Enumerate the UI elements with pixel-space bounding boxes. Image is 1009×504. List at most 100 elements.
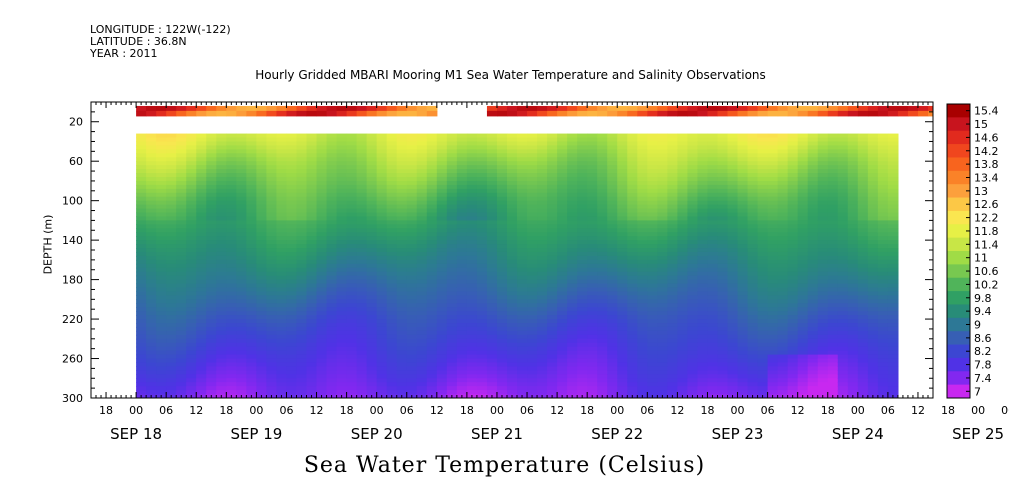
- temperature-cell: [196, 358, 207, 364]
- temperature-cell: [527, 157, 538, 162]
- temperature-cell: [486, 251, 498, 257]
- temperature-cell: [567, 192, 578, 198]
- temperature-cell: [166, 323, 177, 328]
- temperature-cell: [687, 184, 699, 190]
- temperature-cell: [817, 382, 829, 387]
- temperature-cell: [597, 240, 608, 245]
- temperature-cell: [687, 346, 699, 352]
- temperature-cell: [226, 180, 237, 186]
- temperature-cell: [557, 303, 568, 308]
- temperature-cell: [146, 228, 157, 233]
- temperature-cell: [587, 299, 598, 304]
- temperature-cell: [547, 212, 558, 218]
- temperature-cell: [246, 165, 257, 170]
- temperature-cell: [837, 216, 849, 221]
- temperature-cell: [366, 196, 378, 202]
- temperature-cell: [136, 192, 147, 198]
- temperature-cell: [336, 366, 348, 371]
- temperature-cell: [246, 173, 257, 178]
- temperature-cell: [146, 342, 157, 348]
- temperature-cell: [817, 287, 829, 293]
- temperature-cell: [677, 323, 689, 328]
- temperature-cell: [196, 362, 207, 368]
- temperature-cell: [817, 358, 829, 364]
- temperature-cell: [466, 228, 478, 233]
- temperature-cell: [847, 263, 859, 269]
- temperature-cell: [627, 204, 638, 210]
- temperature-cell: [797, 188, 809, 194]
- temperature-cell: [707, 244, 719, 249]
- temperature-cell: [236, 271, 247, 277]
- temperature-cell: [707, 283, 719, 289]
- temperature-cell: [657, 153, 668, 158]
- temperature-cell: [326, 149, 338, 154]
- temperature-cell: [136, 188, 147, 194]
- temperature-cell: [186, 287, 197, 293]
- temperature-cell: [687, 145, 699, 150]
- temperature-cell: [557, 176, 568, 182]
- temperature-cell: [597, 307, 608, 312]
- temperature-cell: [366, 291, 378, 296]
- temperature-cell: [356, 232, 368, 237]
- temperature-cell: [587, 303, 598, 308]
- temperature-cell: [737, 236, 749, 241]
- temperature-cell: [627, 145, 638, 150]
- temperature-cell: [206, 157, 217, 162]
- temperature-cell: [356, 338, 368, 344]
- temperature-cell: [336, 236, 348, 241]
- temperature-cell: [506, 295, 518, 300]
- temperature-cell: [326, 267, 338, 273]
- temperature-cell: [336, 342, 348, 348]
- temperature-cell: [246, 192, 257, 198]
- temperature-cell: [266, 165, 278, 170]
- temperature-cell: [396, 330, 408, 336]
- temperature-cell: [567, 346, 578, 352]
- temperature-cell: [276, 173, 288, 178]
- temperature-cell: [446, 176, 458, 182]
- temperature-cell: [587, 366, 598, 371]
- temperature-cell: [817, 251, 829, 257]
- temperature-cell: [336, 153, 348, 158]
- temperature-cell: [797, 196, 809, 202]
- temperature-cell: [226, 200, 237, 206]
- temperature-cell: [136, 295, 147, 300]
- temperature-cell: [877, 232, 889, 237]
- temperature-cell: [356, 255, 368, 261]
- temperature-cell: [156, 204, 167, 210]
- temperature-cell: [466, 188, 478, 194]
- temperature-cell: [366, 370, 378, 375]
- temperature-cell: [687, 248, 699, 253]
- temperature-cell: [496, 224, 508, 229]
- temperature-cell: [456, 358, 468, 364]
- temperature-cell: [527, 251, 538, 257]
- temperature-cell: [567, 145, 578, 150]
- temperature-cell: [416, 370, 428, 375]
- temperature-cell: [577, 188, 588, 194]
- temperature-cell: [496, 315, 508, 320]
- temperature-cell: [376, 323, 388, 328]
- temperature-cell: [577, 216, 588, 221]
- temperature-cell: [416, 165, 428, 170]
- temperature-cell: [777, 303, 789, 308]
- temperature-cell: [857, 251, 869, 257]
- temperature-cell: [246, 244, 257, 249]
- temperature-cell: [396, 319, 408, 324]
- temperature-cell: [286, 184, 298, 190]
- temperature-cell: [757, 315, 769, 320]
- temperature-cell: [166, 326, 177, 332]
- temperature-cell: [286, 291, 298, 296]
- temperature-cell: [156, 382, 167, 387]
- temperature-cell: [266, 311, 278, 316]
- temperature-cell: [316, 263, 328, 269]
- temperature-cell: [346, 251, 358, 257]
- temperature-cell: [476, 251, 488, 257]
- temperature-cell: [376, 315, 388, 320]
- temperature-cell: [156, 236, 167, 241]
- temperature-cell: [256, 236, 268, 241]
- temperature-cell: [567, 251, 578, 257]
- temperature-cell: [557, 334, 568, 340]
- temperature-cell: [196, 338, 207, 344]
- temperature-cell: [787, 386, 799, 391]
- temperature-cell: [677, 342, 689, 348]
- temperature-cell: [787, 137, 799, 143]
